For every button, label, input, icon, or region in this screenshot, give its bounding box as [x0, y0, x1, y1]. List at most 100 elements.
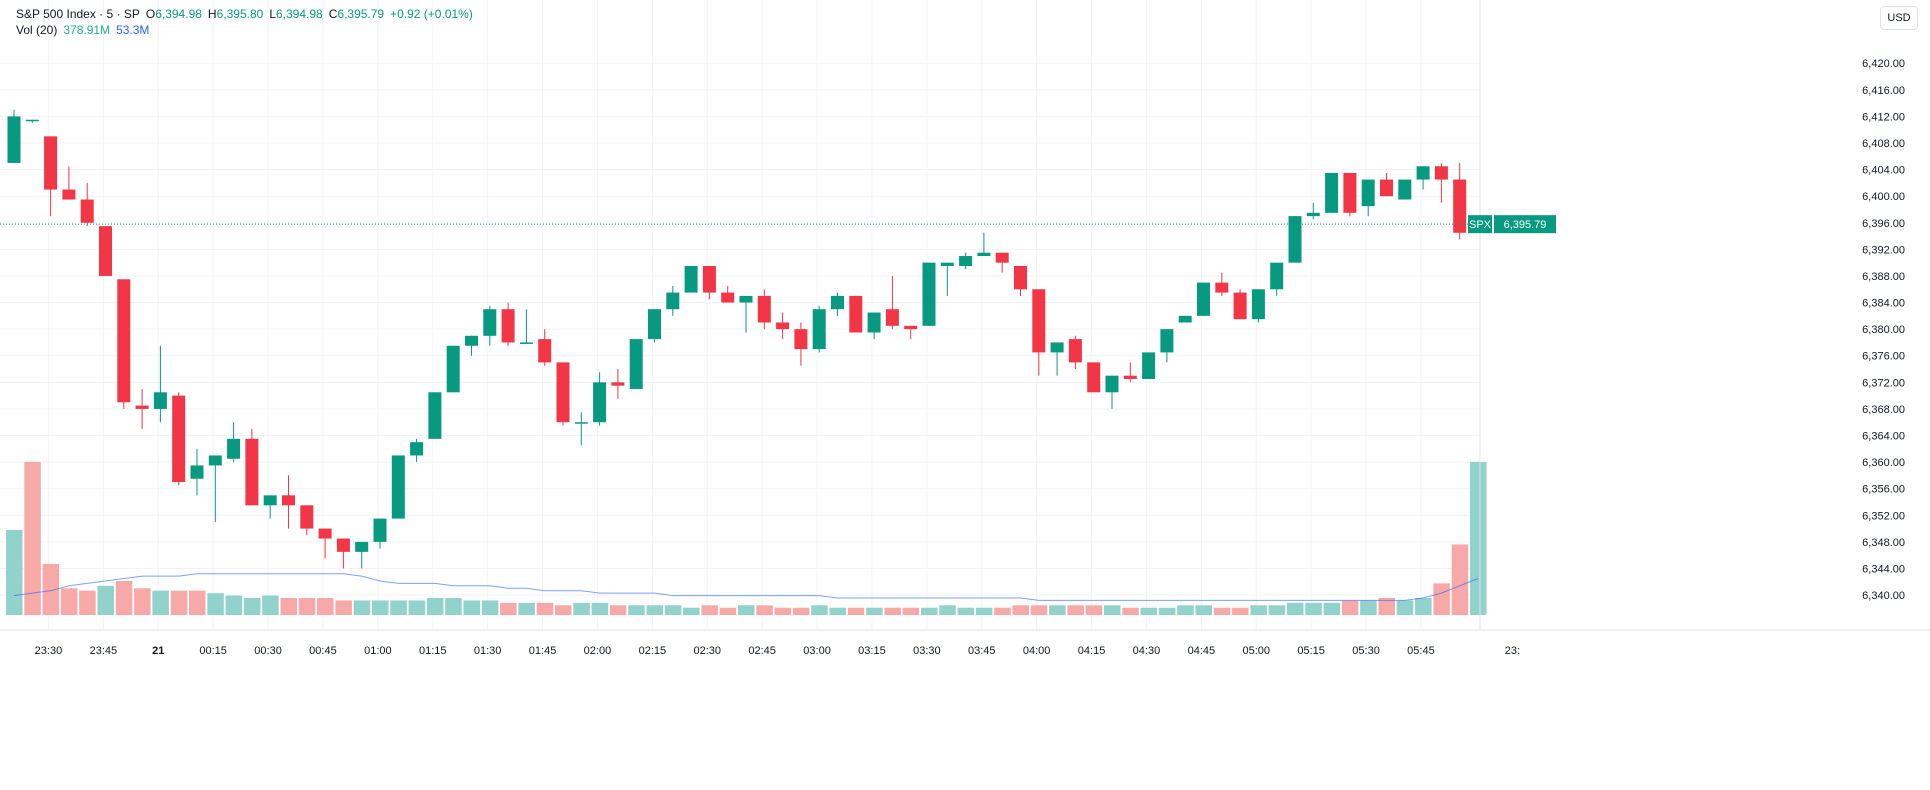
price-tick-label: 6,412.00: [1862, 111, 1905, 123]
time-axis[interactable]: 23:30 23:45 21 00:15 00:30 00:45 01:00 01:15 01:…: [0, 629, 1930, 657]
candle-body: [373, 518, 387, 542]
volume-bar: [847, 607, 865, 615]
candle: [1416, 166, 1430, 190]
time-tick-label: 01:15: [419, 645, 447, 657]
candle: [318, 528, 332, 559]
price-tick-label: 6,404.00: [1862, 165, 1905, 177]
candle-body: [959, 256, 973, 266]
last-price-value: 6,395.79: [1504, 219, 1547, 231]
volume-bar: [317, 597, 334, 615]
candle-body: [117, 279, 131, 403]
candle: [336, 538, 350, 569]
time-tick-label: 01:45: [529, 645, 557, 657]
candle-body: [1105, 375, 1119, 393]
candle-body: [977, 252, 991, 257]
candle-body: [391, 455, 405, 519]
time-tick-label: 00:15: [199, 645, 227, 657]
volume-bar: [1104, 605, 1121, 615]
candle-body: [538, 339, 552, 363]
volume-bar: [97, 585, 114, 615]
candle-body: [995, 252, 1009, 263]
candle: [684, 265, 698, 293]
volume-bar: [1415, 597, 1432, 615]
volume-bar: [628, 605, 645, 615]
candle: [538, 329, 552, 366]
candle-body: [885, 309, 899, 326]
candle: [977, 232, 991, 257]
price-axis[interactable]: 6,340.00 6,344.00 6,348.00 6,352.00 6,356.00…: [1479, 0, 1905, 630]
volume-bar: [152, 590, 169, 615]
candle: [245, 428, 259, 506]
candle-body: [794, 329, 808, 350]
candle: [648, 309, 661, 343]
legend-price-row: S&P 500 Index · 5 · SP O6,394.98 H6,395.…: [16, 6, 473, 22]
volume-bar: [1287, 602, 1304, 615]
candle-body: [556, 362, 570, 423]
candle: [1380, 172, 1393, 197]
volume-bar: [738, 605, 755, 615]
candle-body: [922, 262, 936, 326]
price-tick-label: 6,380.00: [1862, 324, 1905, 336]
price-tick-label: 6,364.00: [1862, 431, 1905, 443]
candle-body: [812, 309, 826, 350]
volume-bar: [1140, 607, 1158, 615]
time-tick-label: 04:45: [1188, 645, 1216, 657]
candle-body: [757, 295, 771, 323]
time-tick-label: 01:00: [364, 645, 392, 657]
volume-value: 378.91M: [63, 23, 111, 37]
candle-body: [940, 262, 954, 266]
price-tick-label: 6,376.00: [1862, 351, 1905, 363]
candle: [1068, 335, 1082, 370]
candle-body: [282, 495, 295, 506]
volume-bar: [975, 607, 993, 615]
candle: [25, 119, 39, 124]
volume-bar: [1433, 583, 1450, 615]
candle-body: [648, 309, 661, 340]
price-tick-label: 6,408.00: [1862, 138, 1905, 150]
candle: [446, 345, 460, 393]
time-tick-label: 05:15: [1297, 645, 1325, 657]
candle-body: [318, 528, 332, 539]
volume-bar: [1232, 607, 1249, 615]
candle-body: [465, 335, 478, 346]
candle: [611, 369, 625, 399]
candle: [1288, 216, 1302, 263]
volume-bar: [957, 607, 975, 615]
volume-bar: [1213, 607, 1231, 615]
candle: [373, 518, 387, 549]
candle-body: [7, 116, 21, 163]
candle: [7, 109, 21, 163]
last-price-tag: SPX 6,395.79: [1468, 215, 1556, 234]
candle: [666, 285, 680, 316]
candle: [1178, 315, 1192, 323]
candle-body: [1233, 292, 1247, 320]
candle: [1251, 289, 1265, 323]
candle-body: [1453, 179, 1467, 233]
time-tick-label: 05:30: [1352, 645, 1380, 657]
symbol-name[interactable]: S&P 500 Index · 5 · SP: [16, 7, 140, 21]
volume-bar: [335, 600, 352, 615]
volume-ma-value: 53.3M: [116, 23, 150, 37]
candle: [172, 392, 186, 486]
candle: [1050, 342, 1064, 376]
currency-button[interactable]: USD: [1880, 6, 1918, 30]
candle-body: [1014, 265, 1027, 290]
volume-bar: [1195, 605, 1212, 615]
volume-ma-line: [13, 573, 1479, 601]
price-tick-label: 6,352.00: [1862, 510, 1905, 522]
volume-bar: [1305, 602, 1322, 615]
candle-body: [904, 325, 918, 330]
candle-body: [1160, 329, 1174, 353]
time-tick-label: 04:15: [1078, 645, 1106, 657]
ohlc-high: H6,395.80: [207, 7, 264, 21]
volume-bar: [24, 461, 41, 615]
volume-bar: [262, 595, 279, 615]
candle-body: [190, 465, 204, 479]
price-tick-label: 6,356.00: [1862, 484, 1905, 496]
time-tick-label: 00:45: [309, 645, 337, 657]
volume-bar: [573, 602, 590, 615]
candle-body: [62, 189, 76, 200]
candle-body: [25, 119, 39, 122]
volume-label[interactable]: Vol (20): [16, 23, 58, 37]
